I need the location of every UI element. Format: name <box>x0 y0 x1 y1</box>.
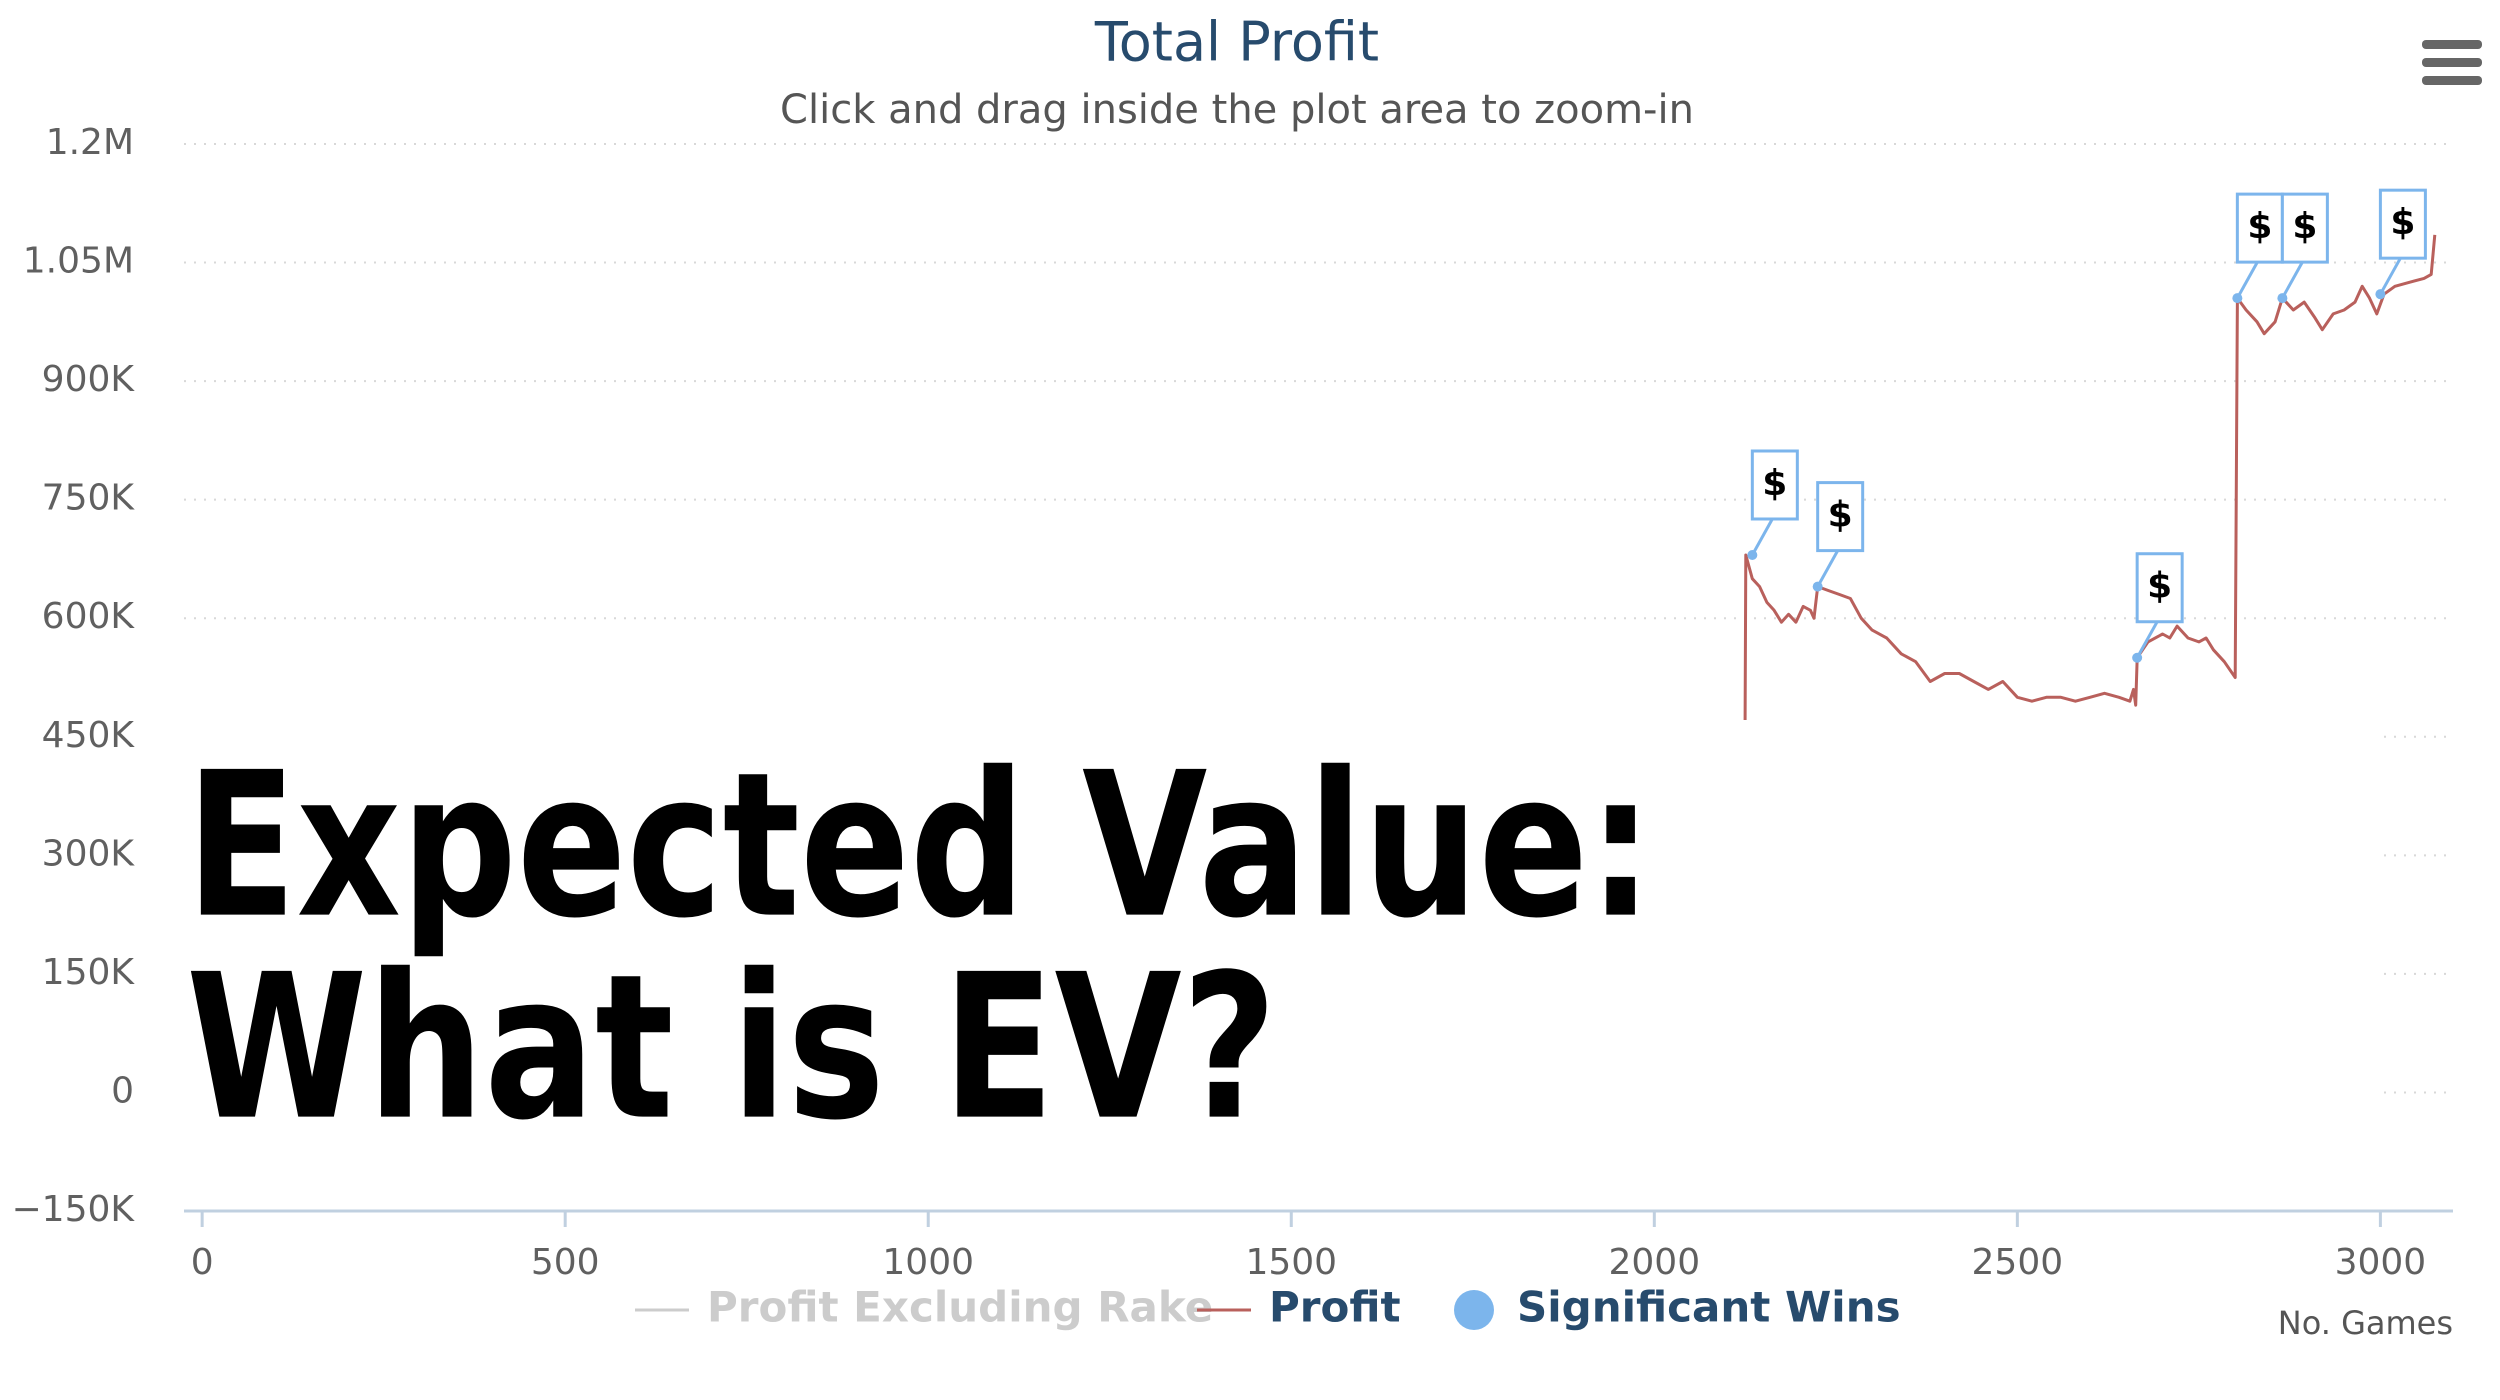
menu-bar <box>2422 40 2482 49</box>
x-tick-label: 1000 <box>882 1242 974 1283</box>
significant-win-marker <box>2375 289 2386 300</box>
flag-label: $ <box>2292 206 2317 247</box>
flag-label: $ <box>1762 463 1787 504</box>
overlay-headline: Expected Value: <box>186 730 1653 963</box>
profit-line <box>1743 234 2437 721</box>
significant-win-marker <box>2232 293 2243 304</box>
flag-label: $ <box>1828 495 1853 536</box>
y-tick-label: 0 <box>111 1070 134 1111</box>
flag-label: $ <box>2247 206 2272 247</box>
y-tick-label: 600K <box>42 596 136 637</box>
flag-box <box>2280 192 2329 264</box>
x-axis-label: No. Games <box>2278 1304 2453 1342</box>
x-tick-label: 0 <box>191 1242 214 1283</box>
x-tick-label: 2500 <box>1972 1242 2064 1283</box>
flag-stem <box>2236 261 2259 299</box>
y-tick-label: 150K <box>42 952 136 993</box>
flag-stem <box>2379 257 2402 295</box>
overlay-headline: What is EV? <box>186 932 1277 1165</box>
significant-win-marker <box>2132 652 2143 663</box>
menu-button[interactable] <box>2422 40 2482 85</box>
y-tick-label: 300K <box>42 833 136 874</box>
flag-box <box>1816 481 1865 553</box>
x-tick-label: 2000 <box>1608 1242 1700 1283</box>
flag-stem <box>1751 518 1774 556</box>
flag-stem <box>2135 621 2159 659</box>
legend-label: Profit <box>1269 1283 1401 1332</box>
overlay-background <box>184 720 2384 1190</box>
y-tick-label: −150K <box>12 1189 136 1230</box>
flag-label: $ <box>2390 202 2415 243</box>
x-tick-label: 500 <box>531 1242 600 1283</box>
legend-item[interactable]: Profit Excluding Rake <box>635 1283 1213 1332</box>
y-tick-label: 1.2M <box>46 122 134 163</box>
flag-box <box>2235 192 2284 264</box>
legend-item[interactable]: Profit <box>1197 1283 1401 1332</box>
significant-win-marker <box>1747 549 1758 560</box>
flag-box <box>2378 188 2427 260</box>
legend-symbol <box>1454 1290 1494 1330</box>
y-tick-label: 750K <box>42 478 136 519</box>
legend-item[interactable]: Significant Wins <box>1454 1283 1901 1332</box>
flag-box <box>2135 552 2184 624</box>
y-tick-label: 900K <box>42 359 136 400</box>
significant-win-marker <box>1812 581 1823 592</box>
y-tick-label: 450K <box>42 715 136 756</box>
chart-subtitle: Click and drag inside the plot area to z… <box>780 87 1694 133</box>
flag-box <box>1750 449 1799 521</box>
chart-title: Total Profit <box>1094 11 1379 74</box>
x-tick-label: 3000 <box>2335 1242 2427 1283</box>
menu-bar <box>2422 76 2482 85</box>
y-tick-label: 1.05M <box>23 241 134 282</box>
flag-stem <box>1816 549 1839 588</box>
x-tick-label: 1500 <box>1245 1242 1337 1283</box>
legend-label: Profit Excluding Rake <box>707 1283 1213 1332</box>
legend-label: Significant Wins <box>1517 1283 1901 1332</box>
menu-bar <box>2422 58 2482 67</box>
flag-label: $ <box>2147 566 2172 607</box>
significant-win-marker <box>2277 293 2288 304</box>
flag-stem <box>2281 261 2304 299</box>
